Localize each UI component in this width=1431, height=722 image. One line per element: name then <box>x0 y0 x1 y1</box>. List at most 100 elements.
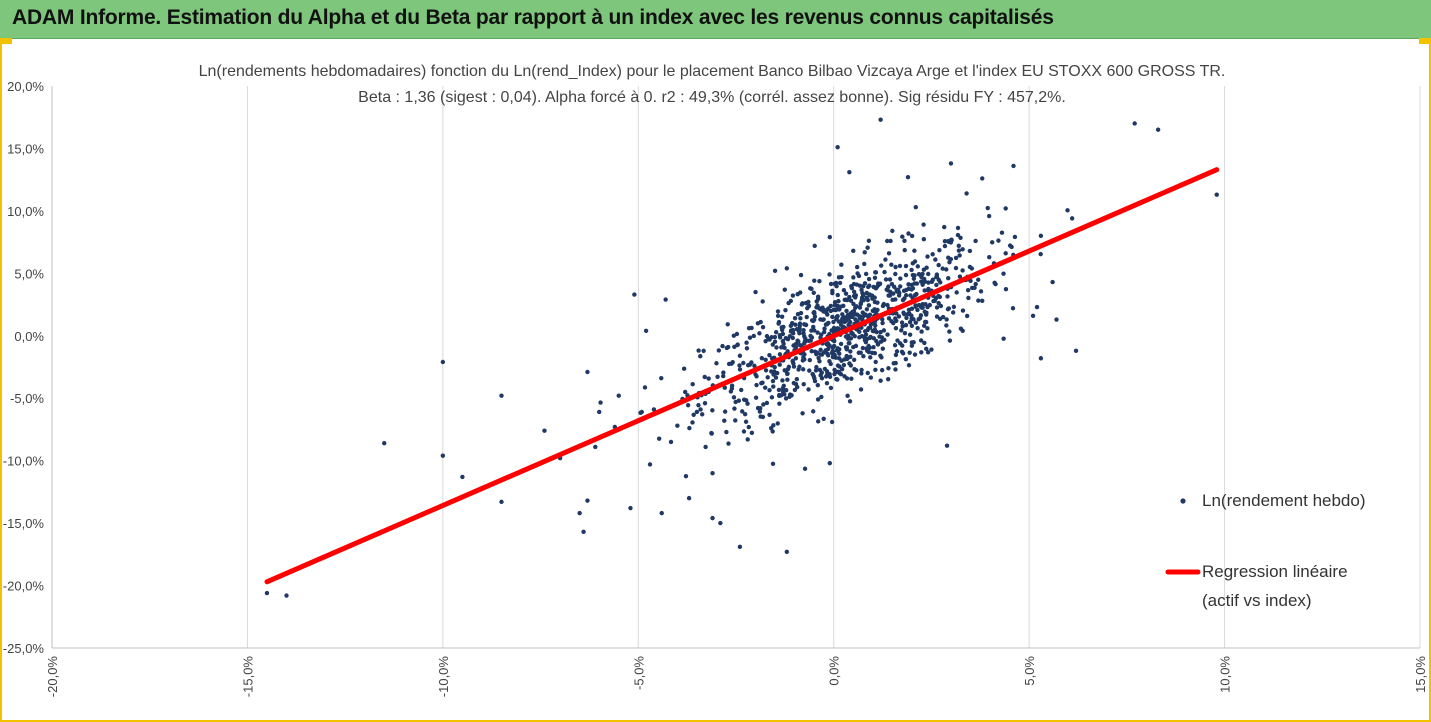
data-point <box>847 169 852 175</box>
data-point <box>849 376 854 381</box>
data-point <box>800 367 806 372</box>
data-point <box>773 330 779 335</box>
data-point <box>440 453 446 458</box>
data-point <box>987 254 992 260</box>
data-point <box>978 289 984 294</box>
data-point <box>732 344 737 349</box>
data-point <box>830 351 836 357</box>
data-point <box>878 117 883 122</box>
data-point <box>909 267 914 273</box>
data-point <box>863 312 868 317</box>
data-point <box>804 314 809 320</box>
data-point <box>782 345 787 351</box>
data-point <box>862 261 867 267</box>
data-point <box>832 281 837 287</box>
data-point <box>794 327 800 332</box>
data-point <box>865 370 870 376</box>
data-point <box>801 382 806 387</box>
data-point <box>737 367 743 372</box>
data-point <box>683 473 689 479</box>
data-point <box>819 370 824 375</box>
data-point <box>1065 208 1070 213</box>
data-point <box>746 424 751 430</box>
data-point <box>659 376 664 381</box>
data-point <box>915 307 920 313</box>
data-point <box>739 387 744 393</box>
data-point <box>889 319 894 324</box>
data-point <box>864 307 870 312</box>
data-point <box>882 337 887 342</box>
data-point <box>763 368 769 373</box>
data-point <box>811 290 816 296</box>
data-point <box>900 234 905 239</box>
x-tick-label: 10,0% <box>1218 656 1233 693</box>
data-point <box>893 271 898 277</box>
data-point <box>499 393 504 398</box>
data-point <box>770 378 776 384</box>
data-point <box>925 287 931 293</box>
data-point <box>909 282 914 288</box>
x-tick-label: -20,0% <box>45 656 60 698</box>
data-point <box>742 411 748 417</box>
data-point <box>771 423 776 428</box>
data-point <box>777 335 783 340</box>
data-point <box>744 346 750 351</box>
data-point <box>828 385 834 391</box>
data-point <box>824 381 830 386</box>
data-point <box>577 510 582 516</box>
data-point <box>801 328 806 333</box>
data-point <box>785 366 791 372</box>
data-point <box>907 350 912 355</box>
data-point <box>832 300 838 305</box>
data-point <box>715 374 720 379</box>
data-point <box>642 385 648 390</box>
data-point <box>930 277 936 282</box>
data-point <box>872 295 877 300</box>
frame-border-bottom <box>0 720 1431 722</box>
data-point <box>784 387 789 393</box>
data-point <box>699 412 705 417</box>
data-point <box>888 238 893 244</box>
y-tick-label: -15,0% <box>3 516 45 531</box>
data-point <box>840 316 845 321</box>
data-point <box>812 314 818 319</box>
data-point <box>831 325 837 331</box>
data-point <box>850 314 855 320</box>
data-point <box>893 367 898 372</box>
data-point <box>902 311 907 317</box>
data-point <box>702 374 707 380</box>
data-point <box>993 281 998 287</box>
data-point <box>854 264 860 270</box>
data-point <box>859 298 864 303</box>
data-point <box>956 248 962 253</box>
scatter-points <box>264 117 1219 598</box>
data-point <box>860 290 865 296</box>
frame-corner-left <box>0 38 12 44</box>
data-point <box>933 257 938 262</box>
data-point <box>893 264 898 270</box>
data-point <box>887 277 893 282</box>
data-point <box>686 495 692 501</box>
data-point <box>805 306 810 311</box>
data-point <box>729 386 735 391</box>
data-point <box>731 395 737 400</box>
data-point <box>701 348 706 354</box>
scatter-chart: Ln(rendements hebdomadaires) fonction du… <box>3 63 1428 698</box>
data-point <box>892 343 898 348</box>
chart-gridlines <box>246 86 1421 648</box>
data-point <box>903 263 909 269</box>
data-point <box>690 381 695 387</box>
y-tick-label: -10,0% <box>3 454 45 469</box>
data-point <box>706 376 711 381</box>
data-point <box>781 383 786 389</box>
data-point <box>797 331 802 336</box>
data-point <box>795 292 800 297</box>
x-tick-label: -15,0% <box>240 656 255 698</box>
data-point <box>847 361 852 366</box>
data-point <box>829 419 835 425</box>
y-axis-tick-labels: 20,0% 15,0% 10,0% 5,0% 0,0% -5,0% -10,0% -15,0%… <box>3 79 45 656</box>
data-point <box>851 301 856 307</box>
data-point <box>709 430 714 436</box>
data-point <box>844 376 850 381</box>
data-point <box>929 347 934 352</box>
